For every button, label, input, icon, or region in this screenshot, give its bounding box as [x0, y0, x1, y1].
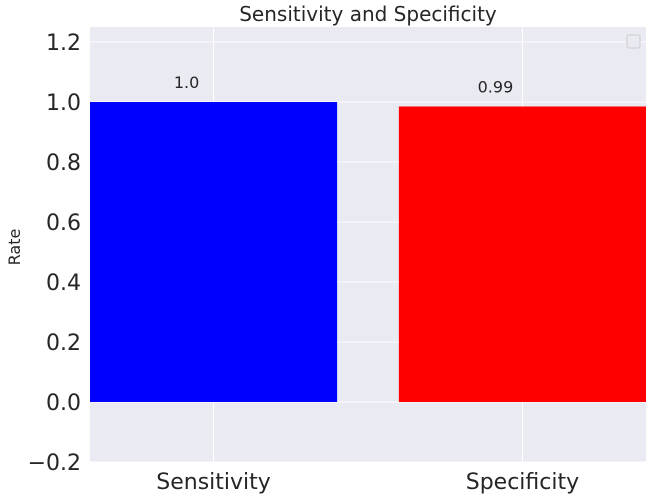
y-tick-label: 0.6 [46, 211, 81, 236]
y-tick-label: 1.2 [46, 31, 81, 56]
chart-title: Sensitivity and Specificity [239, 2, 497, 26]
bar-specificity [398, 106, 646, 402]
data-label-sensitivity: 1.0 [174, 73, 199, 92]
data-label-specificity: 0.99 [478, 78, 514, 97]
y-tick-label: 0.4 [46, 271, 81, 296]
bars [90, 102, 646, 402]
y-tick-labels: −0.2 0.0 0.2 0.4 0.6 0.8 1.0 1.2 [28, 31, 81, 476]
x-tick-label: Sensitivity [156, 470, 271, 495]
bar-sensitivity [90, 102, 338, 402]
y-tick-label: 0.0 [46, 391, 81, 416]
y-axis-label: Rate [5, 229, 24, 266]
data-labels: 1.0 0.99 [174, 73, 513, 97]
x-tick-labels: Sensitivity Specificity [156, 470, 579, 495]
y-tick-label: −0.2 [28, 451, 81, 476]
y-tick-label: 0.8 [46, 151, 81, 176]
x-tick-label: Specificity [466, 470, 579, 495]
y-tick-label: 0.2 [46, 331, 81, 356]
y-tick-label: 1.0 [46, 91, 81, 116]
legend-box [626, 34, 641, 49]
